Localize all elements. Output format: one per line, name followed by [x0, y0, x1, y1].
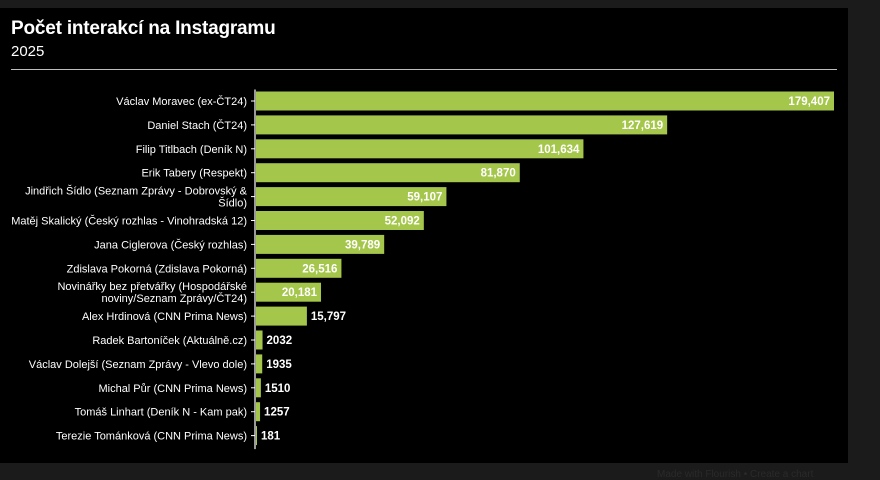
category-label-14: Tomáš Linhart (Deník N - Kam pak)	[75, 407, 247, 419]
bar-12	[256, 354, 263, 374]
category-label-8: Zdislava Pokorná (Zdislava Pokorná)	[67, 263, 247, 275]
value-label-15: 181	[261, 431, 281, 443]
bar-chart-plot: Václav Moravec (ex-ČT24) 179,407 Daniel St…	[11, 89, 834, 450]
value-label-9: 20,181	[282, 287, 318, 299]
bar-5	[256, 187, 447, 207]
category-label-9-line-2: noviny/Seznam Zprávy/ČT24)	[102, 292, 248, 305]
bar-9	[256, 282, 322, 302]
value-label-3: 101,634	[538, 144, 580, 156]
chart-subtitle: 2025	[11, 43, 45, 60]
category-label-2: Daniel Stach (ČT24)	[147, 119, 247, 132]
category-label-10: Alex Hrdinová (CNN Prima News)	[82, 311, 247, 323]
category-label-12: Václav Dolejší (Seznam Zprávy - Vlevo do…	[29, 359, 247, 371]
category-label-1: Václav Moravec (ex-ČT24)	[116, 95, 247, 108]
bar-15	[256, 426, 257, 446]
chart-card: Počet interakcí na Instagramu 2025 Václa…	[0, 8, 848, 463]
category-label-6: Matěj Skalický (Český rozhlas - Vinohrad…	[11, 215, 247, 228]
value-label-5: 59,107	[407, 192, 442, 204]
category-label-11: Radek Bartoníček (Aktuálně.cz)	[92, 335, 247, 347]
bar-6	[256, 211, 424, 230]
bar-11	[256, 330, 263, 350]
bar-10	[256, 306, 307, 326]
footer-credit[interactable]: Made with Flourish • Create a chart	[657, 469, 814, 480]
bar-13	[256, 378, 261, 398]
bar-8	[256, 258, 342, 278]
category-label-5-line-2: Šídlo)	[218, 197, 247, 210]
value-label-6: 52,092	[385, 216, 420, 228]
category-label-15: Terezie Tománková (CNN Prima News)	[56, 431, 247, 443]
bar-4	[256, 163, 520, 183]
value-label-11: 2032	[267, 335, 293, 347]
category-label-9-line-1: Novinářky bez přetvářky (Hospodářské	[57, 281, 247, 293]
bar-2	[256, 115, 668, 135]
value-label-12: 1935	[266, 359, 292, 371]
bar-14	[256, 402, 261, 422]
bar-1	[256, 91, 834, 111]
category-label-3: Filip Titlbach (Deník N)	[136, 144, 247, 156]
category-label-5-line-1: Jindřich Šídlo (Seznam Zprávy - Dobrovsk…	[25, 185, 248, 198]
value-label-14: 1257	[264, 407, 290, 419]
chart-title: Počet interakcí na Instagramu	[11, 18, 276, 39]
category-label-13: Michal Půr (CNN Prima News)	[98, 383, 247, 395]
category-label-7: Jana Ciglerova (Český rozhlas)	[94, 238, 247, 251]
value-label-13: 1510	[265, 383, 291, 395]
value-label-1: 179,407	[788, 96, 830, 108]
category-label-4: Erik Tabery (Respekt)	[141, 168, 247, 180]
value-label-10: 15,797	[311, 311, 346, 323]
value-label-4: 81,870	[481, 168, 516, 180]
value-label-7: 39,789	[345, 239, 380, 251]
value-label-2: 127,619	[622, 120, 664, 132]
header-divider	[11, 69, 837, 70]
value-label-8: 26,516	[302, 263, 337, 275]
bar-7	[256, 234, 385, 254]
bar-3	[256, 139, 584, 159]
